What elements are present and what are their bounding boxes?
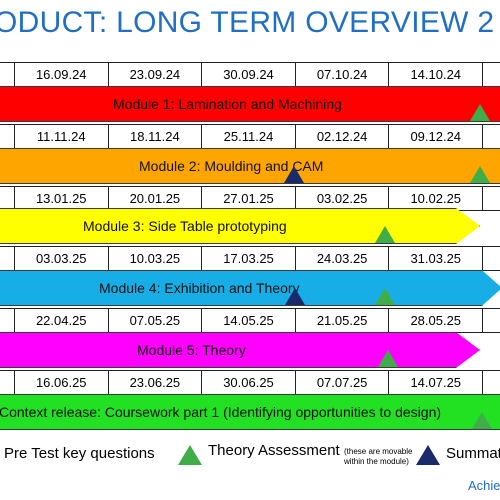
date-cell: 02.12.24 [294,125,389,148]
date-cell-spacer [482,247,500,270]
legend-summative-label: Summat [446,445,500,462]
date-cell: 23.09.24 [107,63,202,86]
date-cell: 25.11.24 [201,125,295,148]
date-cell-spacer [482,63,500,86]
summative-marker-icon [285,288,305,305]
date-cell-spacer [0,371,14,394]
context-release-label: Context release: Coursework part 1 (Iden… [0,404,442,420]
date-cell: 31.03.25 [388,247,482,270]
date-row-4: 03.03.25 10.03.25 17.03.25 24.03.25 31.0… [0,246,500,271]
footer-text: Achie [468,478,500,493]
module-5-label: Module 5: Theory [137,342,246,358]
date-cell: 10.02.25 [388,187,482,210]
date-cell: 07.05.25 [107,309,202,332]
date-cell: 18.11.24 [107,125,202,148]
theory-assessment-marker-icon [470,104,490,121]
legend-pre-test-label: Pre Test key questions [4,445,155,462]
date-cell: 20.01.25 [107,187,202,210]
date-cell: 13.01.25 [13,187,108,210]
theory-assessment-marker-icon [375,226,395,243]
theory-assessment-marker-icon [375,288,395,305]
date-cell-spacer [0,63,14,86]
date-row-5: 22.04.25 07.05.25 14.05.25 21.05.25 28.0… [0,308,500,333]
theory-assessment-marker-icon [472,412,492,429]
date-cell: 03.03.25 [13,247,108,270]
theory-assessment-marker-icon [470,166,490,183]
date-cell: 09.12.24 [388,125,482,148]
date-cell: 16.06.25 [13,371,108,394]
date-row-2: 11.11.24 18.11.24 25.11.24 02.12.24 09.1… [0,124,500,149]
date-cell-spacer [482,125,500,148]
legend: Pre Test key questions Theory Assessment… [0,438,500,478]
module-4-label: Module 4: Exhibition and Theory [99,280,300,296]
date-cell-spacer [482,309,500,332]
date-cell: 30.06.25 [201,371,295,394]
summative-legend-icon [416,445,440,465]
date-cell: 24.03.25 [294,247,389,270]
date-cell: 14.05.25 [201,309,295,332]
date-cell: 23.06.25 [107,371,202,394]
theory-assessment-legend-icon [178,445,202,465]
module-1-label: Module 1: Lamination and Machining [113,96,342,112]
date-cell: 07.07.25 [294,371,389,394]
date-cell: 17.03.25 [201,247,295,270]
module-1-band: Module 1: Lamination and Machining [0,86,500,122]
module-2-band: Module 2: Moulding and CAM [0,148,500,184]
date-cell: 27.01.25 [201,187,295,210]
date-cell: 16.09.24 [13,63,108,86]
date-cell: 11.11.24 [13,125,108,148]
context-release-band: Context release: Coursework part 1 (Iden… [0,394,500,430]
date-cell: 22.04.25 [13,309,108,332]
legend-theory-note: (these are movable within the module) [344,447,413,466]
date-cell-spacer [0,309,14,332]
module-3-band: Module 3: Side Table prototyping [0,208,480,244]
date-cell: 30.09.24 [201,63,295,86]
date-cell: 28.05.25 [388,309,482,332]
legend-theory-assessment-label: Theory Assessment [208,442,340,459]
module-3-label: Module 3: Side Table prototyping [83,218,287,234]
page-title: ODUCT: LONG TERM OVERVIEW 2 [0,6,495,39]
module-2-label: Module 2: Moulding and CAM [139,158,324,174]
date-cell-spacer [482,187,500,210]
date-cell-spacer [0,187,14,210]
date-row-1: 16.09.24 23.09.24 30.09.24 07.10.24 14.1… [0,62,500,87]
date-row-6: 16.06.25 23.06.25 30.06.25 07.07.25 14.0… [0,370,500,395]
date-cell: 14.10.24 [388,63,482,86]
date-cell: 07.10.24 [294,63,389,86]
date-cell: 14.07.25 [388,371,482,394]
date-cell-spacer [482,371,500,394]
theory-assessment-marker-icon [378,350,398,367]
date-cell: 10.03.25 [107,247,202,270]
date-cell-spacer [0,125,14,148]
date-row-3: 13.01.25 20.01.25 27.01.25 03.02.25 10.0… [0,186,500,211]
date-cell: 03.02.25 [294,187,389,210]
date-cell: 21.05.25 [294,309,389,332]
date-cell-spacer [0,247,14,270]
module-4-band: Module 4: Exhibition and Theory [0,270,500,306]
module-5-band: Module 5: Theory [0,332,480,368]
summative-marker-icon [284,166,304,183]
